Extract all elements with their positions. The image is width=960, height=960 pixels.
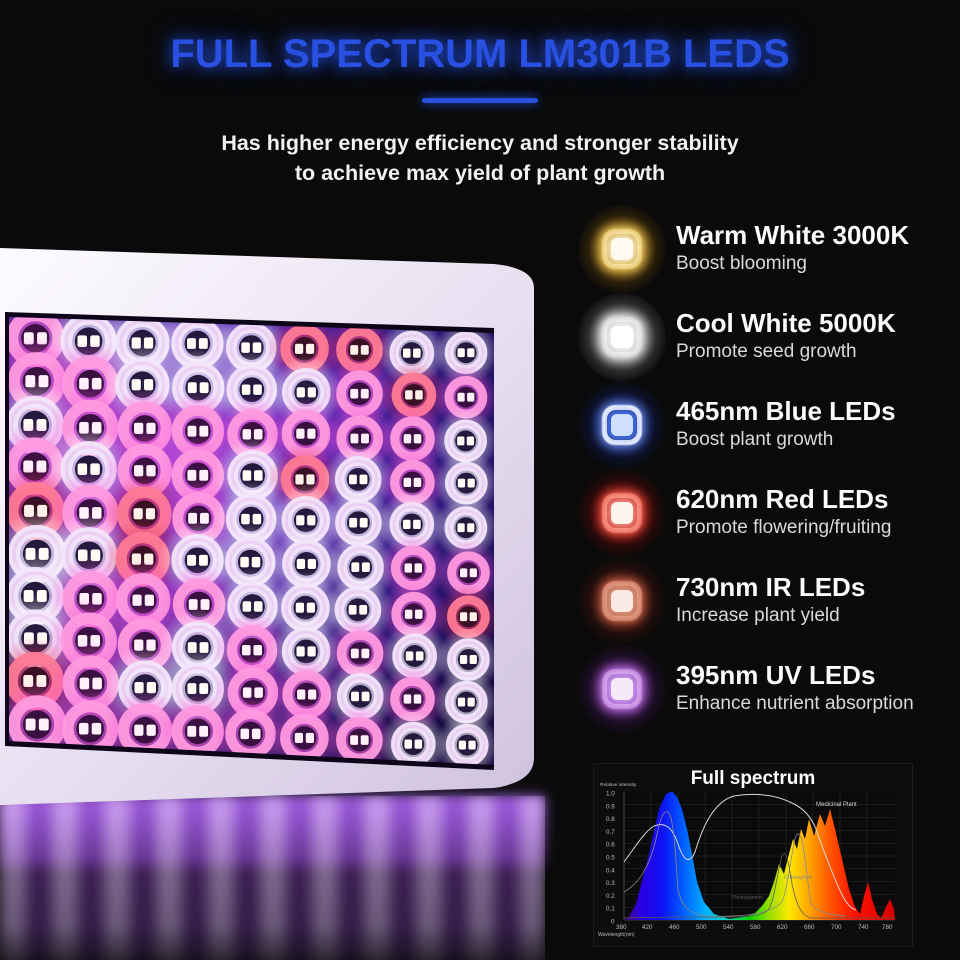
svg-text:0.8: 0.8 [606,816,615,823]
svg-text:500: 500 [696,924,707,931]
svg-text:0.5: 0.5 [606,855,615,862]
svg-text:0.6: 0.6 [606,842,615,849]
svg-text:0.7: 0.7 [606,829,615,836]
svg-text:Wavelength(nm): Wavelength(nm) [598,932,635,938]
svg-text:0.4: 0.4 [606,867,615,874]
svg-text:0.9: 0.9 [606,803,615,810]
svg-text:660: 660 [804,924,815,931]
svg-text:0.3: 0.3 [606,880,615,887]
svg-text:460: 460 [669,924,680,931]
svg-text:1.0: 1.0 [606,791,615,798]
svg-text:420: 420 [642,924,653,931]
svg-text:580: 580 [750,924,761,931]
svg-text:620: 620 [777,924,788,931]
svg-text:Medicinal Plant: Medicinal Plant [816,802,857,808]
svg-text:0.1: 0.1 [606,906,615,913]
svg-text:380: 380 [616,924,627,931]
svg-text:0.2: 0.2 [606,893,615,900]
svg-text:Photopigment: Photopigment [732,895,763,901]
svg-text:0: 0 [611,919,615,926]
svg-text:700: 700 [831,924,842,931]
svg-text:Chlorophyll: Chlorophyll [784,875,812,881]
svg-text:780: 780 [882,924,893,931]
svg-text:740: 740 [858,924,869,931]
svg-text:540: 540 [723,924,734,931]
